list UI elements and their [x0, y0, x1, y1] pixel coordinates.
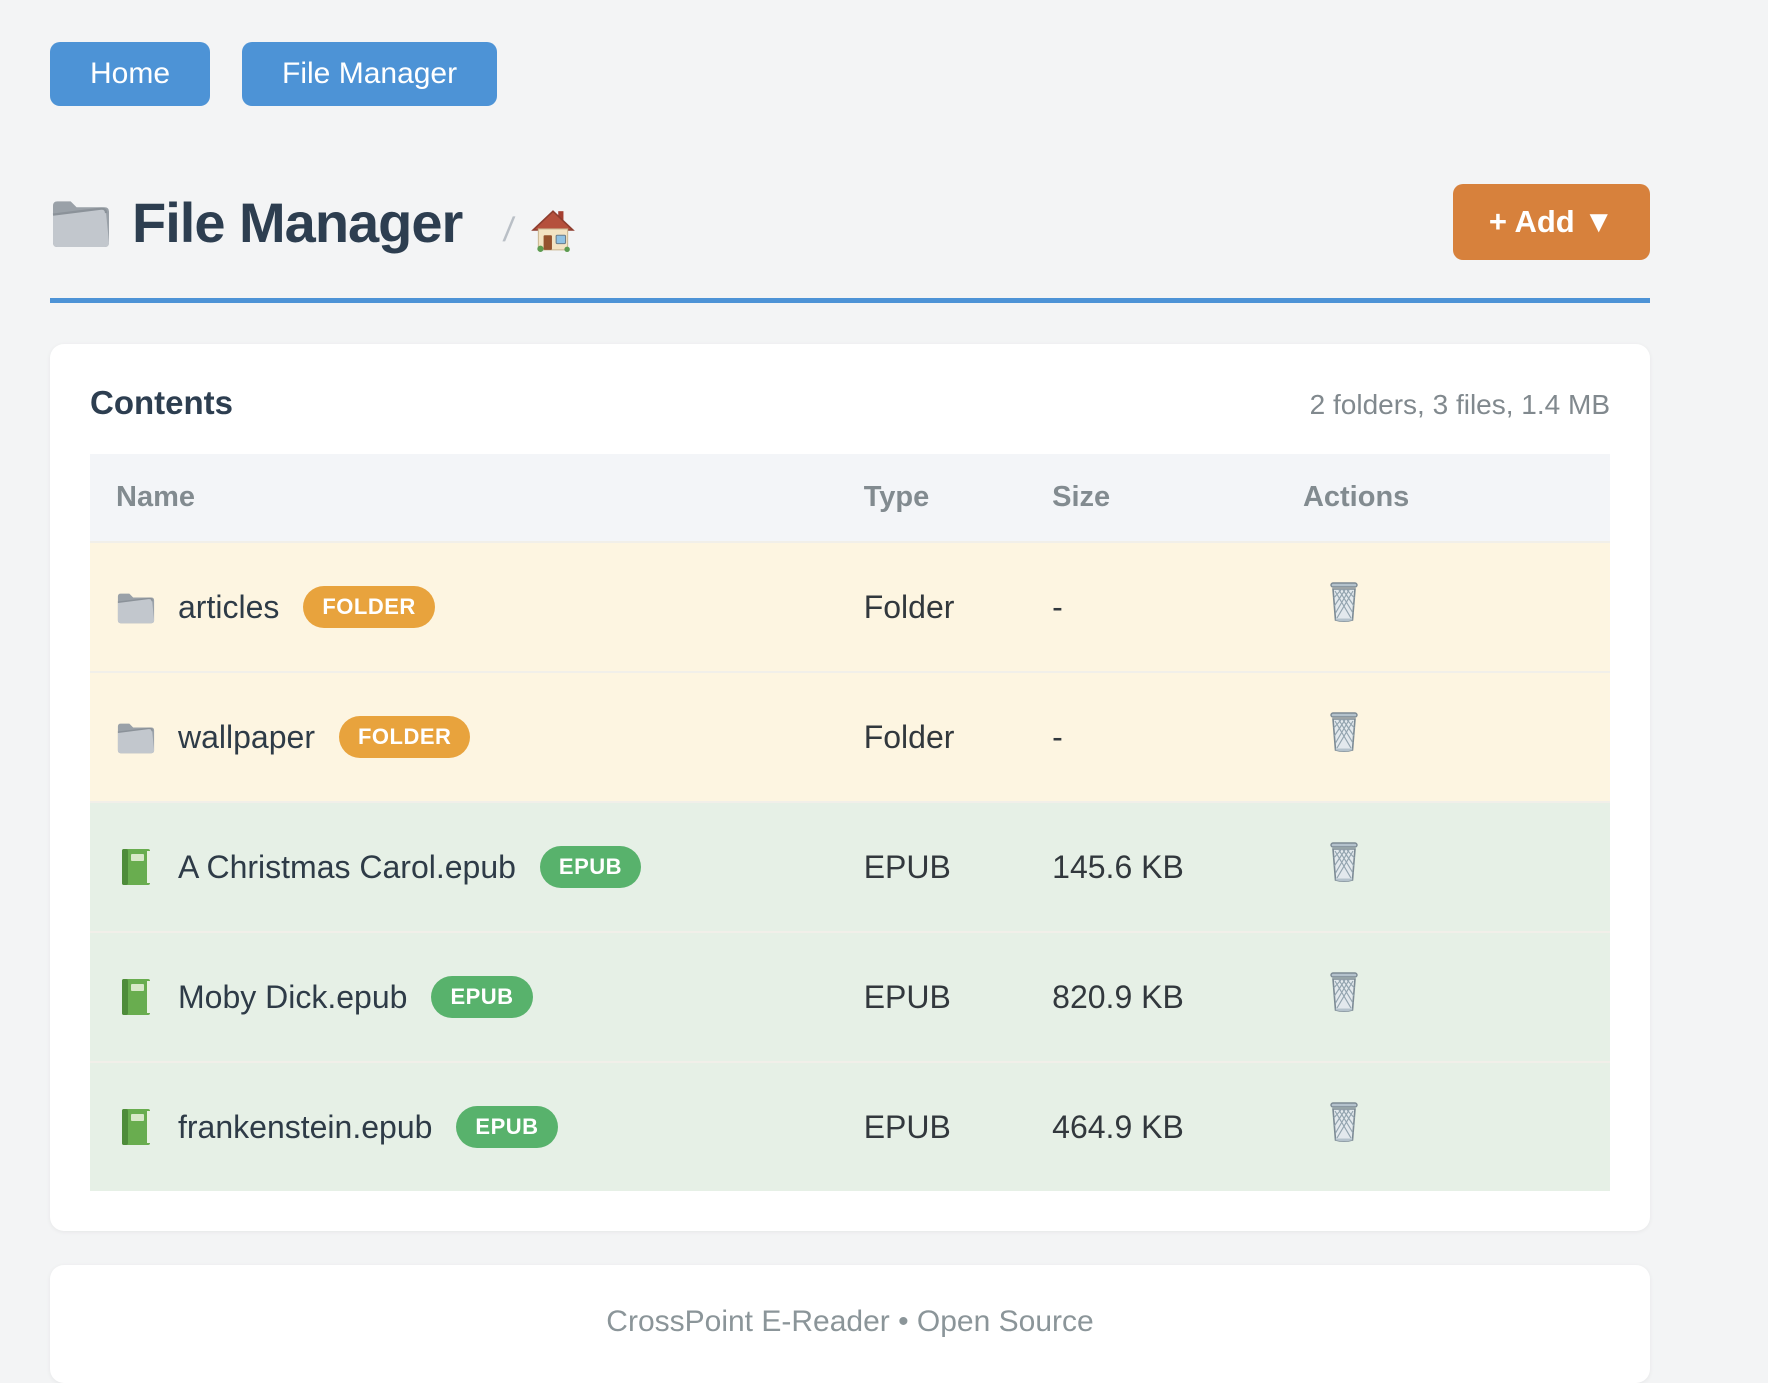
delete-button[interactable] — [1325, 972, 1363, 1014]
column-header-type: Type — [863, 454, 1053, 542]
type-badge: EPUB — [431, 976, 533, 1018]
file-size: 464.9 KB — [1052, 1108, 1184, 1145]
contents-summary: 2 folders, 3 files, 1.4 MB — [1309, 389, 1610, 420]
table-row-frankenstein[interactable]: frankenstein.epub EPUB EPUB 464.9 KB — [90, 1062, 1610, 1191]
file-name[interactable]: wallpaper — [178, 718, 315, 755]
file-type: EPUB — [863, 978, 951, 1015]
file-type: EPUB — [863, 848, 951, 885]
type-badge: EPUB — [539, 846, 642, 888]
file-name[interactable]: Moby Dick.epub — [178, 978, 408, 1015]
file-type: Folder — [863, 718, 955, 755]
file-size: 145.6 KB — [1052, 848, 1184, 885]
trash-icon — [1330, 972, 1358, 1013]
green-book-icon — [122, 1109, 150, 1145]
file-name[interactable]: A Christmas Carol.epub — [178, 848, 516, 885]
file-size: 820.9 KB — [1052, 978, 1184, 1015]
type-badge: EPUB — [456, 1106, 558, 1148]
file-size: - — [1052, 718, 1063, 755]
footer: CrossPoint E-Reader • Open Source — [50, 1265, 1650, 1383]
page-title-text: File Manager — [132, 190, 463, 254]
file-name[interactable]: articles — [178, 588, 280, 625]
house-icon[interactable] — [530, 207, 576, 253]
contents-card: Contents 2 folders, 3 files, 1.4 MB Name… — [50, 344, 1650, 1231]
file-type: Folder — [863, 588, 955, 625]
breadcrumb: / — [501, 207, 576, 253]
breadcrumb-separator: / — [501, 210, 517, 249]
trash-icon — [1330, 712, 1358, 753]
add-button[interactable]: + Add ▼ — [1452, 184, 1650, 260]
folder-icon — [51, 200, 111, 249]
green-book-icon — [122, 979, 150, 1015]
type-badge: FOLDER — [303, 586, 435, 628]
file-size: - — [1052, 588, 1063, 625]
footer-text: CrossPoint E-Reader • Open Source — [606, 1305, 1094, 1338]
top-nav: Home File Manager — [50, 0, 1650, 106]
column-header-name: Name — [90, 454, 864, 542]
column-header-actions: Actions — [1302, 454, 1610, 542]
trash-icon — [1330, 582, 1358, 623]
delete-button[interactable] — [1325, 712, 1363, 754]
page-content: Home File Manager File Manager / + Add ▼… — [50, 0, 1650, 1383]
table-row-christmas-carol[interactable]: A Christmas Carol.epub EPUB EPUB 145.6 K… — [90, 802, 1610, 932]
nav-home-button[interactable]: Home — [50, 42, 211, 106]
trash-icon — [1330, 1102, 1358, 1143]
contents-title: Contents — [90, 384, 233, 421]
folder-icon — [117, 592, 155, 624]
nav-file-manager-button[interactable]: File Manager — [242, 42, 498, 106]
delete-button[interactable] — [1325, 842, 1363, 884]
file-type: EPUB — [863, 1108, 951, 1145]
delete-button[interactable] — [1325, 1102, 1363, 1144]
table-row-moby-dick[interactable]: Moby Dick.epub EPUB EPUB 820.9 KB — [90, 932, 1610, 1062]
table-row-wallpaper[interactable]: wallpaper FOLDER Folder - — [90, 672, 1610, 802]
page-header: File Manager / + Add ▼ — [50, 184, 1650, 260]
contents-card-header: Contents 2 folders, 3 files, 1.4 MB — [90, 384, 1610, 422]
delete-button[interactable] — [1325, 582, 1363, 624]
type-badge: FOLDER — [338, 716, 471, 758]
trash-icon — [1330, 842, 1358, 883]
file-table: Name Type Size Actions articles FOLDER F… — [90, 454, 1610, 1191]
folder-icon — [117, 722, 155, 754]
table-header-row: Name Type Size Actions — [90, 454, 1610, 542]
file-name[interactable]: frankenstein.epub — [178, 1108, 433, 1145]
green-book-icon — [122, 849, 150, 885]
table-row-articles[interactable]: articles FOLDER Folder - — [90, 542, 1610, 672]
title-divider — [50, 298, 1650, 303]
page-title: File Manager — [50, 190, 463, 255]
column-header-size: Size — [1052, 454, 1303, 542]
